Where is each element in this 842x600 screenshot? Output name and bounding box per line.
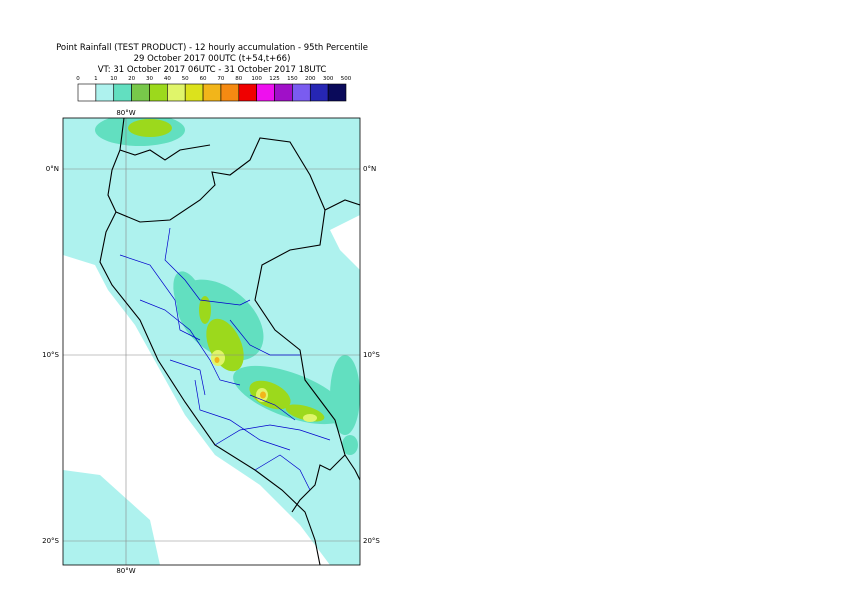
region-borders [119, 227, 331, 491]
lat-label: 10°S [42, 351, 59, 359]
lat-label: 0°N [363, 165, 376, 173]
legend-label: 200 [305, 76, 316, 82]
legend-swatch [309, 83, 329, 102]
header: Point Rainfall (TEST PRODUCT) - 12 hourl… [56, 43, 368, 75]
lat-label: 0°N [46, 165, 59, 173]
grid-labels: 80°W 80°W 0°N 0°N 10°S 10°S 20°S 20°S [42, 109, 380, 575]
legend-label: 40 [164, 76, 171, 82]
legend: 0 1 10 20 30 40 50 60 70 80 100 125 150 200 300 500 [76, 76, 352, 102]
legend-swatch [184, 83, 204, 102]
legend-label: 20 [128, 76, 135, 82]
rain-green [128, 119, 325, 422]
legend-label: 10 [110, 76, 117, 82]
country-borders [99, 118, 360, 565]
legend-swatch [167, 83, 186, 102]
legend-label: 300 [323, 76, 334, 82]
legend-label: 150 [287, 76, 298, 82]
legend-swatch [131, 83, 150, 102]
map-frame [62, 117, 361, 566]
legend-swatch [292, 83, 311, 102]
legend-label: 500 [341, 76, 352, 82]
lat-label: 20°S [363, 537, 380, 545]
legend-swatch [77, 83, 97, 102]
map [63, 118, 360, 565]
legend-label: 125 [269, 76, 280, 82]
subtitle: VT: 31 October 2017 06UTC - 31 October 2… [98, 65, 327, 75]
legend-label: 70 [217, 76, 224, 82]
legend-swatch [149, 83, 168, 102]
lon-label: 80°W [116, 109, 135, 117]
legend-label: 80 [235, 76, 242, 82]
rain-orange [214, 357, 266, 399]
legend-label: 60 [200, 76, 207, 82]
legend-swatch [274, 83, 293, 102]
subtitle: 29 October 2017 00UTC (t+54,t+66) [134, 54, 291, 64]
legend-label: 30 [146, 76, 153, 82]
legend-label: 1 [94, 76, 98, 82]
legend-swatch [238, 83, 257, 102]
legend-label: 100 [251, 76, 262, 82]
legend-swatch [113, 83, 132, 102]
lat-label: 20°S [42, 537, 59, 545]
legend-swatch [220, 83, 240, 102]
legend-swatch [202, 83, 222, 102]
legend-label: 50 [182, 76, 189, 82]
rain-field [63, 118, 90, 160]
legend-swatch [327, 83, 347, 102]
legend-swatch [256, 83, 275, 102]
legend-swatch [95, 83, 115, 102]
legend-label: 0 [76, 76, 80, 82]
lon-label: 80°W [116, 567, 135, 575]
title: Point Rainfall (TEST PRODUCT) - 12 hourl… [56, 43, 368, 53]
lat-label: 10°S [363, 351, 380, 359]
